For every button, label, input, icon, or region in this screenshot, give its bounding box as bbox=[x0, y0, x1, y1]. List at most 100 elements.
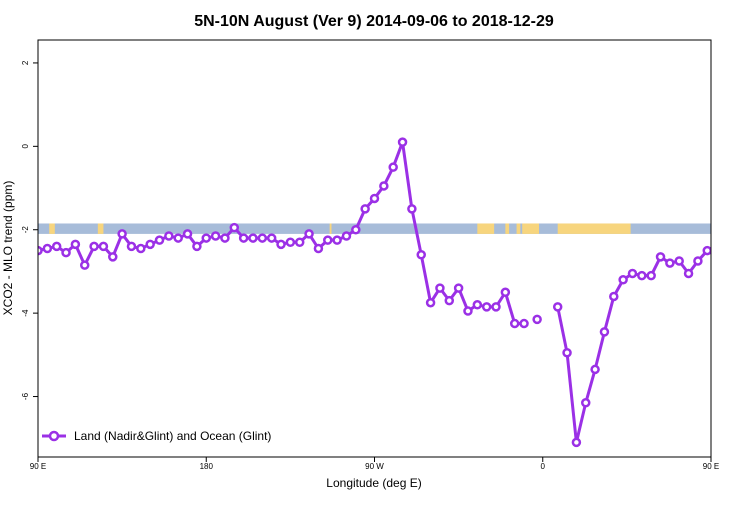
data-point bbox=[128, 243, 135, 250]
map-strip-land bbox=[726, 223, 733, 233]
data-point bbox=[184, 230, 191, 237]
data-point bbox=[502, 289, 509, 296]
y-axis-title: XCO2 - MLO trend (ppm) bbox=[1, 181, 15, 316]
data-point bbox=[741, 239, 748, 246]
map-strip-land bbox=[98, 223, 104, 233]
chart-title: 5N-10N August (Ver 9) 2014-09-06 to 2018… bbox=[194, 13, 554, 30]
data-point bbox=[44, 245, 51, 252]
data-point bbox=[63, 249, 70, 256]
map-strip-land bbox=[558, 223, 631, 233]
data-point bbox=[175, 235, 182, 242]
legend-swatch-marker bbox=[50, 432, 58, 440]
map-strip-land bbox=[505, 223, 509, 233]
data-point bbox=[334, 237, 341, 244]
data-point bbox=[193, 243, 200, 250]
data-point bbox=[694, 258, 701, 265]
data-point bbox=[147, 241, 154, 248]
x-tick-label: 180 bbox=[200, 462, 214, 471]
data-point bbox=[534, 316, 541, 323]
data-point bbox=[592, 366, 599, 373]
data-point bbox=[278, 241, 285, 248]
map-strip bbox=[38, 223, 750, 233]
data-point bbox=[704, 247, 711, 254]
data-point bbox=[666, 260, 673, 267]
data-point bbox=[165, 232, 172, 239]
series-layer bbox=[35, 139, 750, 446]
data-point bbox=[371, 195, 378, 202]
map-strip-land bbox=[330, 223, 332, 233]
x-tick-label: 0 bbox=[541, 462, 546, 471]
data-point bbox=[231, 224, 238, 231]
data-point bbox=[408, 205, 415, 212]
data-point bbox=[203, 235, 210, 242]
data-point bbox=[483, 303, 490, 310]
data-point bbox=[53, 243, 60, 250]
data-point bbox=[81, 262, 88, 269]
data-point bbox=[109, 253, 116, 260]
data-point bbox=[713, 245, 720, 252]
data-point bbox=[455, 285, 462, 292]
data-point bbox=[343, 232, 350, 239]
x-axis-title: Longitude (deg E) bbox=[326, 476, 421, 490]
data-point bbox=[648, 272, 655, 279]
data-point bbox=[324, 237, 331, 244]
data-point bbox=[685, 270, 692, 277]
data-point bbox=[119, 230, 126, 237]
data-point bbox=[306, 230, 313, 237]
data-point bbox=[380, 182, 387, 189]
data-point bbox=[296, 239, 303, 246]
data-point bbox=[418, 251, 425, 258]
data-point bbox=[573, 439, 580, 446]
legend-label: Land (Nadir&Glint) and Ocean (Glint) bbox=[74, 429, 271, 443]
data-point bbox=[657, 253, 664, 260]
data-point bbox=[390, 164, 397, 171]
y-axis: 20-2-4-6 bbox=[21, 60, 38, 400]
data-point bbox=[436, 285, 443, 292]
data-point bbox=[91, 243, 98, 250]
data-point bbox=[446, 297, 453, 304]
data-point bbox=[629, 270, 636, 277]
data-point bbox=[72, 241, 79, 248]
x-tick-label: 90 E bbox=[30, 462, 46, 471]
data-point bbox=[259, 235, 266, 242]
data-point bbox=[582, 399, 589, 406]
y-tick-label: -2 bbox=[21, 226, 30, 234]
data-point bbox=[464, 308, 471, 315]
data-point bbox=[474, 301, 481, 308]
data-point bbox=[493, 303, 500, 310]
map-strip-land bbox=[477, 223, 494, 233]
data-point bbox=[620, 276, 627, 283]
data-point bbox=[601, 328, 608, 335]
map-strip-land bbox=[522, 223, 539, 233]
data-point bbox=[427, 299, 434, 306]
data-point bbox=[732, 249, 739, 256]
data-point bbox=[315, 245, 322, 252]
data-point bbox=[399, 139, 406, 146]
data-point bbox=[212, 232, 219, 239]
y-tick-label: 0 bbox=[21, 144, 30, 149]
data-point bbox=[137, 245, 144, 252]
legend: Land (Nadir&Glint) and Ocean (Glint) bbox=[42, 429, 271, 443]
data-point bbox=[268, 235, 275, 242]
data-point bbox=[676, 258, 683, 265]
data-point bbox=[249, 235, 256, 242]
data-point bbox=[521, 320, 528, 327]
data-point bbox=[156, 237, 163, 244]
y-tick-label: -6 bbox=[21, 392, 30, 400]
series-line bbox=[558, 232, 750, 443]
y-tick-label: 2 bbox=[21, 60, 30, 65]
data-point bbox=[240, 235, 247, 242]
data-point bbox=[564, 349, 571, 356]
data-point bbox=[352, 226, 359, 233]
data-point bbox=[221, 235, 228, 242]
data-point bbox=[362, 205, 369, 212]
x-tick-label: 90 E bbox=[703, 462, 719, 471]
data-point bbox=[511, 320, 518, 327]
map-strip-land bbox=[517, 223, 521, 233]
data-point bbox=[638, 272, 645, 279]
data-point bbox=[722, 243, 729, 250]
data-point bbox=[610, 293, 617, 300]
